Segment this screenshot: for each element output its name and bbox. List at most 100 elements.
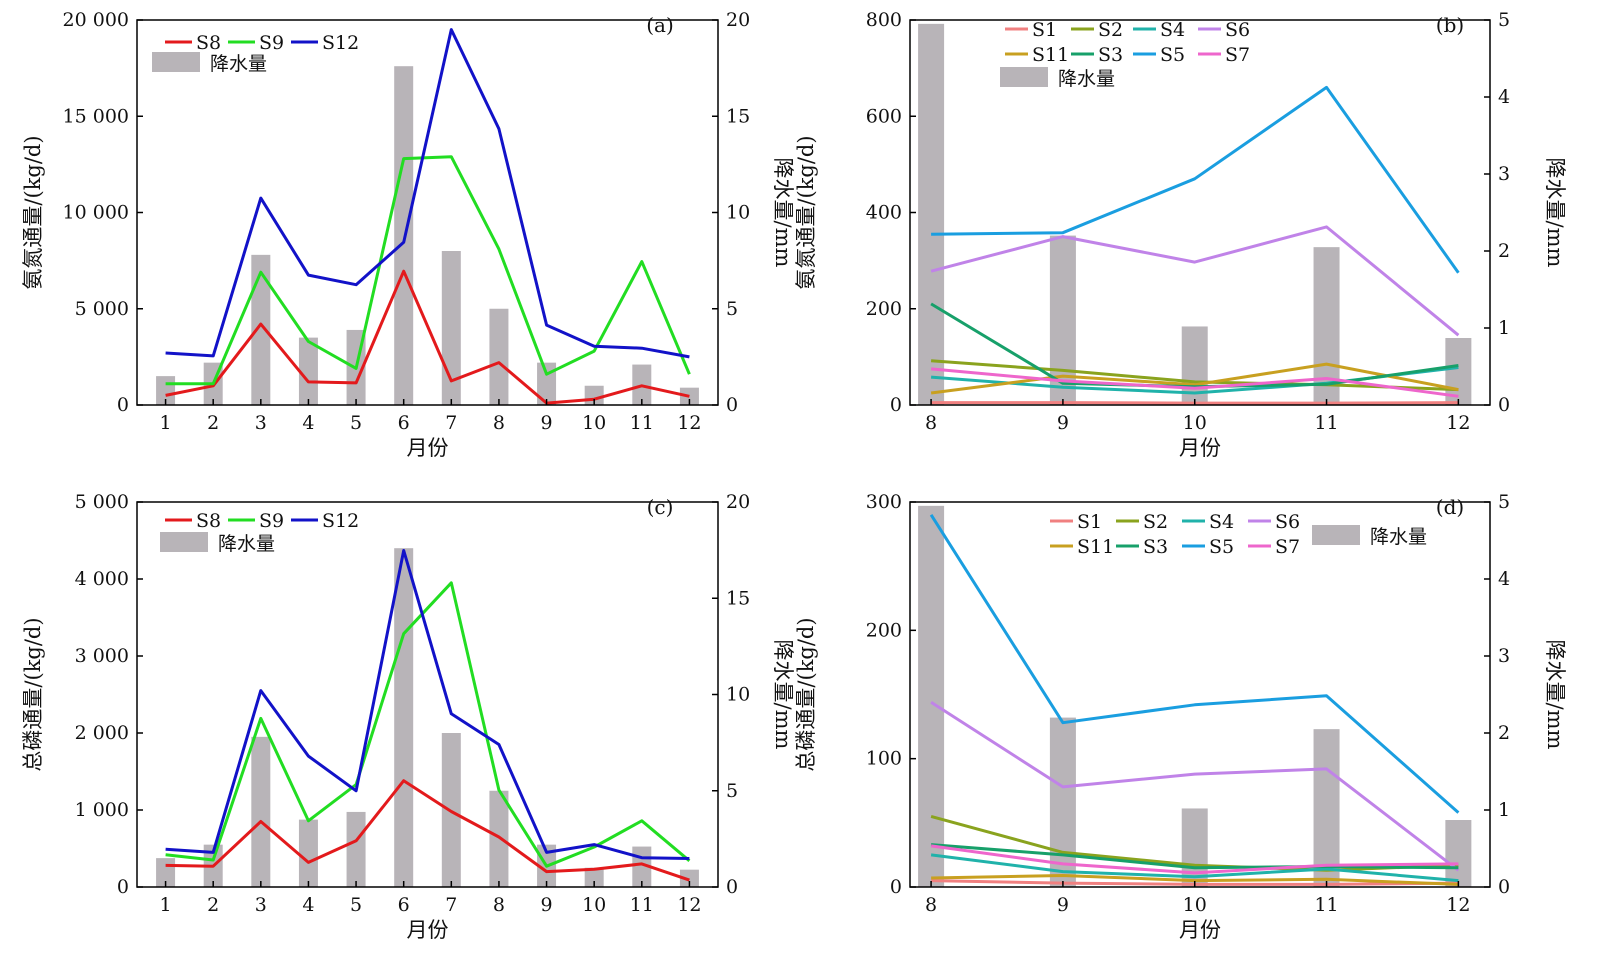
y-tick-label: 0: [890, 876, 902, 898]
y-tick-label: 600: [866, 105, 902, 127]
series-line-s5: [929, 513, 1460, 814]
x-tick-label: 9: [1057, 412, 1069, 434]
series-line-s12: [165, 549, 690, 860]
precip-bar-3: [251, 254, 271, 405]
y-tick-label: 0: [117, 394, 129, 416]
y2-tick-label: 20: [726, 491, 750, 513]
x-tick-label: 9: [541, 894, 553, 916]
y2-tick-label: 2: [1498, 722, 1510, 744]
x-tick-label: 8: [925, 412, 937, 434]
y-tick-label: 0: [890, 394, 902, 416]
y2-tick-label: 0: [1498, 394, 1510, 416]
precip-bar-11: [1313, 729, 1340, 887]
x-tick-label: 2: [207, 894, 219, 916]
legend-label-s12: S12: [322, 32, 359, 54]
x-tick-label: 10: [1183, 894, 1207, 916]
precip-bar-12: [1445, 820, 1472, 887]
y2-tick-label: 15: [726, 587, 750, 609]
y-tick-label: 5 000: [75, 491, 129, 513]
y2-tick-label: 20: [726, 9, 750, 31]
series-line-s9: [165, 581, 691, 868]
x-axis-label: 月份: [407, 436, 449, 460]
y2-tick-label: 5: [1498, 491, 1510, 513]
legend-label-s3: S3: [1143, 536, 1168, 558]
y2-tick-label: 2: [1498, 240, 1510, 262]
series-line-s11: [930, 362, 1459, 395]
x-tick-label: 12: [1446, 894, 1470, 916]
legend-label-s2: S2: [1143, 511, 1168, 533]
legend-label-s11: S11: [1077, 536, 1114, 558]
y-tick-label: 200: [866, 298, 902, 320]
legend-label-precip: 降水量: [1058, 68, 1115, 90]
y2-tick-label: 0: [726, 876, 738, 898]
y2-tick-label: 15: [726, 105, 750, 127]
x-tick-label: 8: [493, 412, 505, 434]
x-tick-label: 11: [630, 412, 654, 434]
y2-tick-label: 4: [1498, 568, 1510, 590]
x-axis-label: 月份: [407, 918, 449, 942]
y-tick-label: 4 000: [75, 568, 129, 590]
precip-bar-8: [918, 505, 945, 887]
precip-bar-9: [1049, 717, 1076, 887]
series-line-s7: [930, 844, 1459, 875]
y2-tick-label: 0: [726, 394, 738, 416]
x-tick-label: 4: [302, 894, 314, 916]
series-line-s6: [930, 225, 1460, 337]
precip-bar-12: [679, 387, 699, 405]
y2-tick-label: 10: [726, 202, 750, 224]
y-axis-label: 总磷通量/(kg/d): [794, 617, 818, 771]
y-tick-label: 400: [866, 202, 902, 224]
x-tick-label: 12: [677, 894, 701, 916]
legend-swatch-precip: [152, 52, 200, 72]
y-tick-label: 10 000: [63, 202, 129, 224]
y-tick-label: 800: [866, 9, 902, 31]
x-tick-label: 1: [160, 894, 172, 916]
x-tick-label: 12: [677, 412, 701, 434]
x-tick-label: 8: [493, 894, 505, 916]
series-line-s5: [931, 85, 1460, 274]
y-tick-label: 20 000: [63, 9, 129, 31]
y-tick-label: 100: [866, 748, 902, 770]
x-tick-label: 11: [1314, 894, 1338, 916]
y-tick-label: 15 000: [63, 105, 129, 127]
legend-label-s1: S1: [1032, 19, 1057, 41]
y2-tick-label: 5: [726, 298, 738, 320]
y2-tick-label: 3: [1498, 163, 1510, 185]
x-tick-label: 5: [350, 412, 362, 434]
legend-label-s9: S9: [259, 510, 284, 532]
panel-label: (b): [1436, 13, 1464, 37]
x-tick-label: 8: [925, 894, 937, 916]
precip-bar-6: [394, 548, 414, 887]
x-tick-label: 3: [255, 894, 267, 916]
x-tick-label: 10: [582, 412, 606, 434]
x-axis-label: 月份: [1179, 436, 1221, 460]
series-line-s3: [930, 843, 1459, 870]
panel-label: (c): [647, 495, 674, 519]
precip-bar-5: [346, 811, 366, 887]
legend-label-s3: S3: [1098, 44, 1123, 66]
legend-label-s1: S1: [1077, 511, 1102, 533]
series-line-s8: [165, 269, 690, 405]
x-tick-label: 7: [445, 412, 457, 434]
y2-tick-label: 0: [1498, 876, 1510, 898]
legend-swatch-precip: [1000, 67, 1048, 87]
y-tick-label: 2 000: [75, 722, 129, 744]
x-tick-label: 9: [1057, 894, 1069, 916]
legend-label-s8: S8: [196, 32, 221, 54]
precip-bar-4: [298, 819, 318, 887]
legend-swatch-precip: [1312, 525, 1360, 545]
legend-label-s4: S4: [1209, 511, 1234, 533]
x-tick-label: 2: [207, 412, 219, 434]
y2-tick-label: 5: [726, 780, 738, 802]
precip-bar-3: [251, 736, 271, 887]
y2-tick-label: 1: [1498, 317, 1510, 339]
x-tick-label: 11: [1314, 412, 1338, 434]
panel-label: (a): [646, 13, 674, 37]
y-axis-label: 总磷通量/(kg/d): [21, 617, 45, 771]
x-tick-label: 7: [445, 894, 457, 916]
panel-label: (d): [1436, 495, 1464, 519]
